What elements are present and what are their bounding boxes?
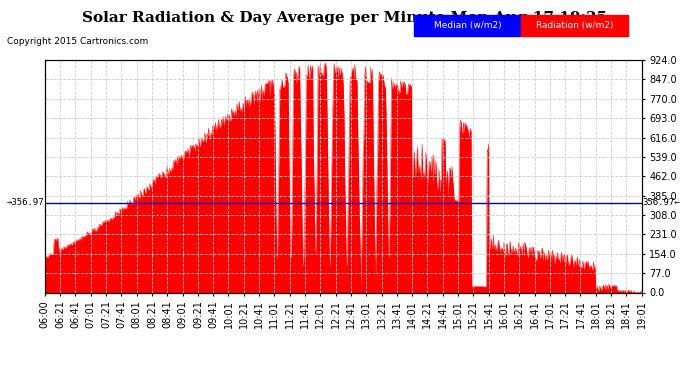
Text: Solar Radiation & Day Average per Minute Mon Aug 17 19:25: Solar Radiation & Day Average per Minute…	[82, 11, 608, 25]
Text: Copyright 2015 Cartronics.com: Copyright 2015 Cartronics.com	[7, 38, 148, 46]
Text: Median (w/m2): Median (w/m2)	[433, 21, 502, 30]
Text: Radiation (w/m2): Radiation (w/m2)	[535, 21, 613, 30]
Text: 356.97←: 356.97←	[642, 198, 680, 207]
Text: →356.97: →356.97	[7, 198, 44, 207]
